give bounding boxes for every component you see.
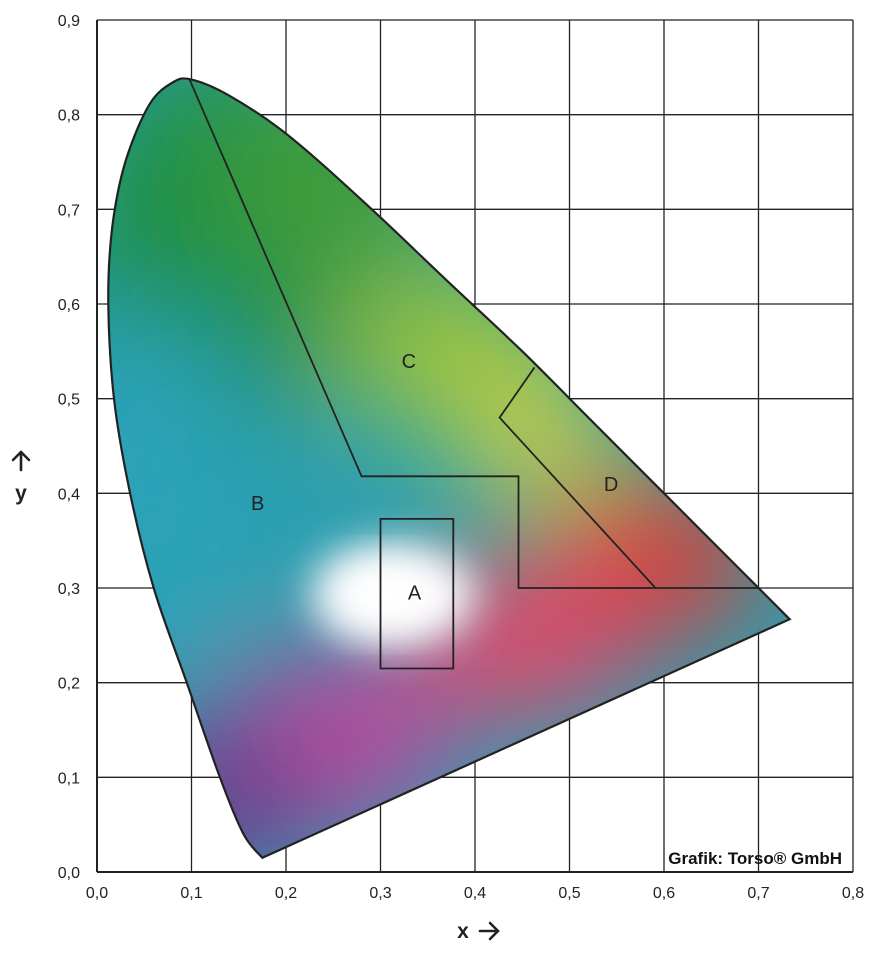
up-arrow-icon xyxy=(11,450,31,472)
x-tick-label: 0,5 xyxy=(558,885,580,902)
y-tick-label: 0,6 xyxy=(58,297,80,314)
x-tick-labels: 0,0 0,1 0,2 0,3 0,4 0,5 0,6 0,7 0,8 xyxy=(86,885,864,902)
y-tick-label: 0,0 xyxy=(58,865,80,882)
region-d-outline xyxy=(498,366,657,589)
region-a-outline xyxy=(379,518,455,670)
region-c-outline xyxy=(188,79,759,589)
credit-label: Grafik: Torso® GmbH xyxy=(668,849,842,868)
y-tick-label: 0,2 xyxy=(58,676,80,693)
x-tick-label: 0,3 xyxy=(369,885,391,902)
x-tick-label: 0,6 xyxy=(653,885,675,902)
chromaticity-color-fill xyxy=(108,78,790,858)
right-arrow-icon xyxy=(478,921,500,941)
region-outlines xyxy=(188,79,759,670)
y-tick-label: 0,8 xyxy=(58,108,80,125)
y-tick-label: 0,9 xyxy=(58,13,80,30)
region-labels: A B C D xyxy=(251,351,618,605)
x-axis-label: x xyxy=(457,920,469,943)
x-tick-label: 0,2 xyxy=(275,885,297,902)
y-tick-label: 0,4 xyxy=(58,486,80,503)
x-axis-title: x xyxy=(457,920,500,943)
x-tick-label: 0,1 xyxy=(180,885,202,902)
x-tick-label: 0,4 xyxy=(464,885,486,902)
x-tick-label: 0,0 xyxy=(86,885,108,902)
y-axis-label: y xyxy=(15,482,27,505)
y-tick-label: 0,7 xyxy=(58,202,80,219)
region-b-label: B xyxy=(251,493,264,515)
region-c-label: C xyxy=(402,351,416,373)
x-tick-label: 0,8 xyxy=(842,885,864,902)
region-d-label: D xyxy=(604,474,618,496)
region-a-label: A xyxy=(408,583,422,605)
y-tick-labels: 0,0 0,1 0,2 0,3 0,4 0,5 0,6 0,7 0,8 0,9 xyxy=(58,13,80,882)
y-tick-label: 0,1 xyxy=(58,770,80,787)
y-tick-label: 0,5 xyxy=(58,392,80,409)
y-axis-title: y xyxy=(11,450,31,505)
y-tick-label: 0,3 xyxy=(58,581,80,598)
x-tick-label: 0,7 xyxy=(747,885,769,902)
spectral-locus-outline xyxy=(107,77,792,860)
